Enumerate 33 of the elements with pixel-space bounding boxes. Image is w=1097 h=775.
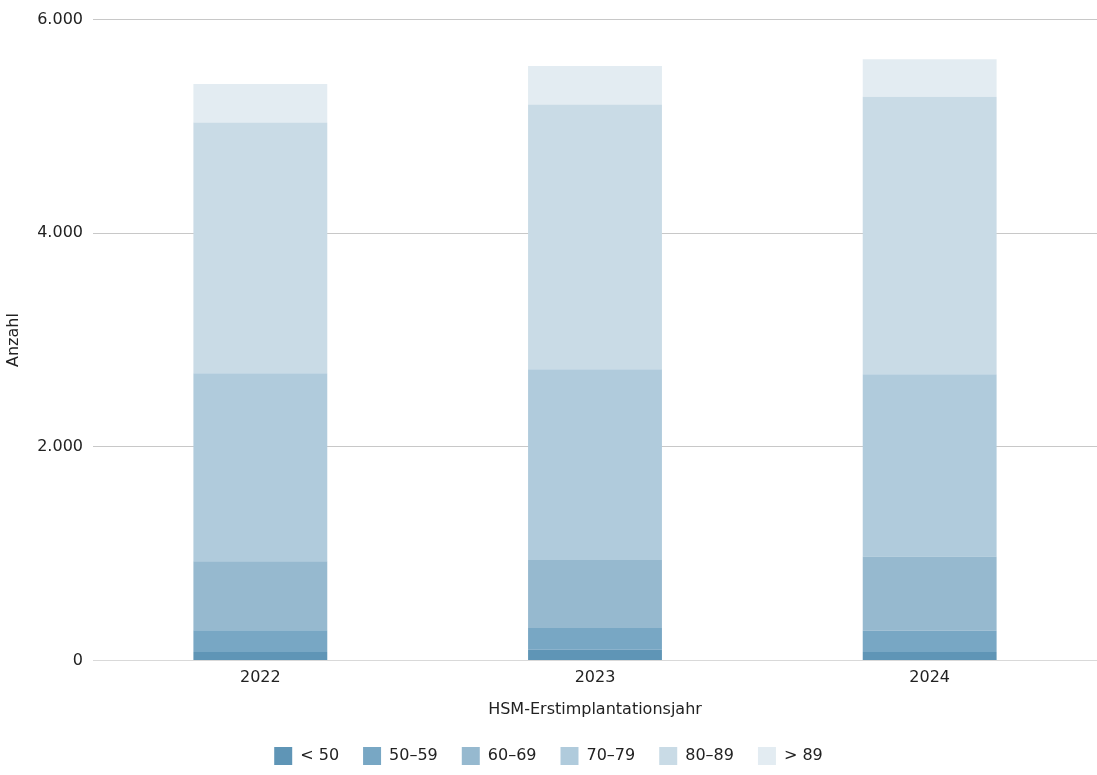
y-tick-label: 4.000 <box>37 222 83 242</box>
legend-label: 80–89 <box>685 745 734 765</box>
x-tick-label: 2023 <box>574 667 616 687</box>
bar <box>862 651 997 661</box>
y-tick-label: 6.000 <box>37 8 83 28</box>
y-tick-label: 0 <box>72 649 83 669</box>
bar <box>528 560 662 629</box>
bar <box>862 630 997 652</box>
legend-label: < 50 <box>300 745 340 765</box>
bar <box>528 66 662 105</box>
legend-label: > 89 <box>783 745 823 765</box>
bar <box>862 374 997 557</box>
bar <box>193 630 328 652</box>
legend-label: 70–79 <box>586 745 636 765</box>
bar <box>193 651 328 661</box>
x-axis-title: HSM-Erstimplantationsjahr <box>488 698 703 718</box>
bar <box>528 104 662 370</box>
bar <box>193 373 328 562</box>
bar <box>862 96 997 375</box>
y-tick-label: 2.000 <box>37 436 83 456</box>
bar <box>528 369 662 561</box>
x-tick-label: 2022 <box>239 667 281 687</box>
bar <box>862 556 997 631</box>
legend-label: 50–59 <box>389 745 438 765</box>
y-axis-title: Anzahl <box>2 313 22 368</box>
legend-label: 60–69 <box>487 745 537 765</box>
bar <box>528 628 662 650</box>
bar <box>862 59 997 97</box>
bar <box>193 561 328 631</box>
bar <box>193 122 328 374</box>
bar <box>528 649 662 661</box>
x-tick-label: 2024 <box>909 667 951 687</box>
bar <box>193 84 328 123</box>
